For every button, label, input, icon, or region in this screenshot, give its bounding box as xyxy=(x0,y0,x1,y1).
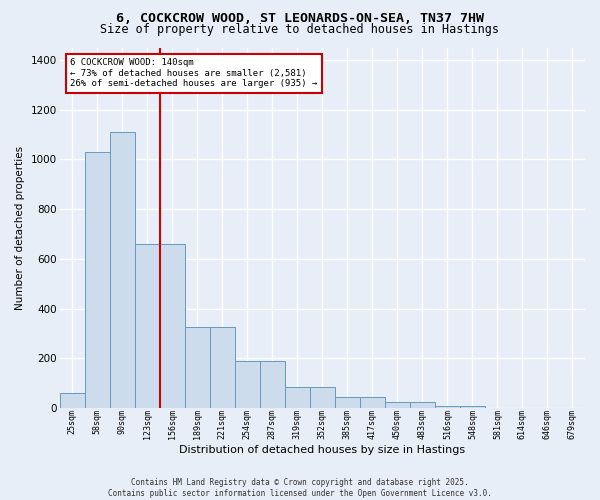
Bar xyxy=(235,361,260,408)
Bar xyxy=(59,393,85,408)
Bar xyxy=(460,406,485,408)
Bar xyxy=(285,387,310,408)
Bar xyxy=(310,387,335,408)
Y-axis label: Number of detached properties: Number of detached properties xyxy=(15,146,25,310)
Text: 6 COCKCROW WOOD: 140sqm
← 73% of detached houses are smaller (2,581)
26% of semi: 6 COCKCROW WOOD: 140sqm ← 73% of detache… xyxy=(70,58,317,88)
Text: Size of property relative to detached houses in Hastings: Size of property relative to detached ho… xyxy=(101,22,499,36)
Bar xyxy=(85,152,110,408)
Bar xyxy=(360,397,385,408)
Text: Contains HM Land Registry data © Crown copyright and database right 2025.
Contai: Contains HM Land Registry data © Crown c… xyxy=(108,478,492,498)
X-axis label: Distribution of detached houses by size in Hastings: Distribution of detached houses by size … xyxy=(179,445,466,455)
Bar xyxy=(410,402,435,408)
Bar xyxy=(160,244,185,408)
Bar xyxy=(260,361,285,408)
Bar xyxy=(435,406,460,408)
Bar xyxy=(110,132,134,408)
Bar xyxy=(385,402,410,408)
Bar xyxy=(185,327,210,408)
Text: 6, COCKCROW WOOD, ST LEONARDS-ON-SEA, TN37 7HW: 6, COCKCROW WOOD, ST LEONARDS-ON-SEA, TN… xyxy=(116,12,484,26)
Bar xyxy=(210,327,235,408)
Bar xyxy=(134,244,160,408)
Bar xyxy=(335,397,360,408)
